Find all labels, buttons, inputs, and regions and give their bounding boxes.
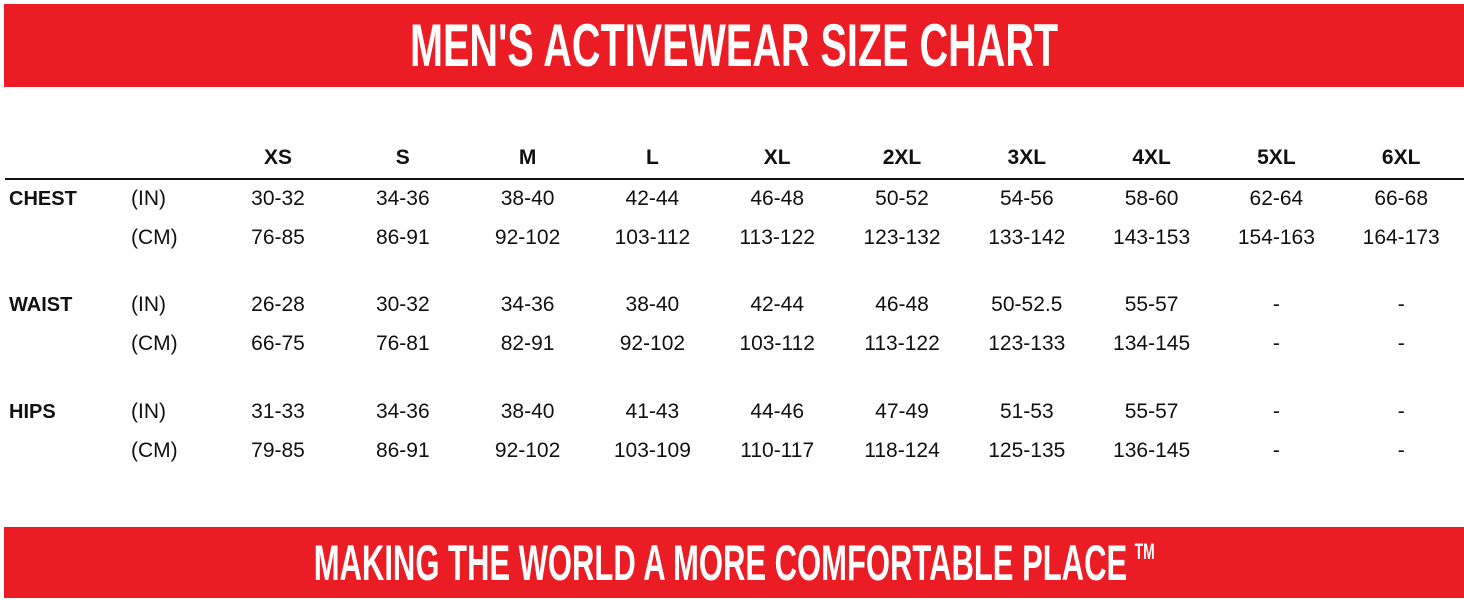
table-cell: - [1397,400,1405,423]
table-cell: 92-102 [494,226,561,249]
table-cell: 42-44 [625,187,680,210]
table-cell: 92-102 [494,439,561,462]
table-cell: 113-122 [864,332,940,355]
table-cell: - [1397,332,1405,355]
table-cell: 50-52.5 [991,293,1063,316]
measurement-label: CHEST [9,188,77,210]
size-header: 6XL [1381,146,1421,169]
table-cell: 136-145 [1113,439,1191,462]
table-cell: 154-163 [1237,226,1315,249]
size-header: S [395,146,410,169]
table-cell: 31-33 [251,400,305,423]
table-cell: - [1272,332,1280,355]
unit-label: (CM) [131,439,178,462]
header-divider [5,178,1464,180]
table-cell: 76-81 [375,332,430,355]
size-header: XL [763,146,791,169]
trademark-symbol: TM [1134,539,1155,565]
table-cell: 125-135 [988,439,1066,462]
table-cell: 133-142 [988,226,1066,249]
size-header: 3XL [1007,146,1047,169]
table-cell: 30-32 [251,187,305,210]
table-cell: 134-145 [1113,332,1191,355]
table-cell: - [1272,400,1280,423]
table-cell: 62-64 [1249,187,1304,210]
measurement-label: HIPS [9,401,56,423]
size-header: 5XL [1257,146,1296,169]
table-cell: 46-48 [875,293,929,316]
table-cell: 103-112 [739,332,815,355]
table-cell: - [1272,439,1280,462]
table-cell: 79-85 [251,439,305,462]
table-cell: 34-36 [375,400,430,423]
size-header: L [645,146,659,169]
title-banner: MEN'S ACTIVEWEAR SIZE CHART [4,4,1464,87]
table-cell: 38-40 [500,400,555,423]
table-cell: 123-133 [988,332,1066,355]
size-header: 2XL [882,146,922,169]
table-cell: 113-122 [739,226,815,249]
table-cell: 42-44 [750,293,805,316]
unit-label: (CM) [131,226,178,249]
table-cell: 34-36 [500,293,555,316]
table-cell: 54-56 [999,187,1054,210]
size-header: 4XL [1132,146,1171,169]
size-header: M [518,146,537,169]
table-cell: 103-112 [614,226,691,249]
table-cell: 46-48 [750,187,805,210]
table-cell: 41-43 [625,400,680,423]
size-header: XS [263,146,293,169]
table-cell: 26-28 [251,293,305,316]
table-cell: 103-109 [613,439,691,462]
table-cell: 66-68 [1374,187,1429,210]
measurement-label: WAIST [9,294,73,316]
table-cell: 86-91 [375,226,430,249]
table-cell: 47-49 [875,400,929,423]
table-cell: 34-36 [375,187,430,210]
table-cell: - [1272,293,1280,316]
table-cell: 76-85 [251,226,305,249]
table-cell: 143-153 [1113,226,1191,249]
table-cell: - [1397,439,1405,462]
table-cell: 123-132 [863,226,941,249]
table-cell: 38-40 [500,187,555,210]
table-cell: 82-91 [500,332,555,355]
unit-label: (IN) [131,187,166,210]
table-cell: - [1397,293,1405,316]
table-cell: 66-75 [251,332,305,355]
footer-banner: MAKING THE WORLD A MORE COMFORTABLE PLAC… [4,527,1464,598]
footer-slogan: MAKING THE WORLD A MORE COMFORTABLE PLAC… [313,534,1154,592]
unit-label: (CM) [131,332,178,355]
table-cell: 58-60 [1124,187,1179,210]
table-cell: 30-32 [375,293,430,316]
table-cell: 92-102 [619,332,686,355]
unit-label: (IN) [131,400,166,423]
table-cell: 50-52 [875,187,929,210]
table-cell: 118-124 [864,439,940,462]
table-cell: 55-57 [1124,293,1179,316]
table-cell: 86-91 [375,439,430,462]
table-cell: 110-117 [740,439,815,462]
unit-label: (IN) [131,293,166,316]
table-cell: 164-173 [1362,226,1440,249]
table-cell: 44-46 [750,400,805,423]
table-cell: 38-40 [625,293,680,316]
slogan-text: MAKING THE WORLD A MORE COMFORTABLE PLAC… [313,534,1127,591]
page-title: MEN'S ACTIVEWEAR SIZE CHART [409,12,1059,79]
table-cell: 55-57 [1124,400,1179,423]
table-cell: 51-53 [999,400,1054,423]
